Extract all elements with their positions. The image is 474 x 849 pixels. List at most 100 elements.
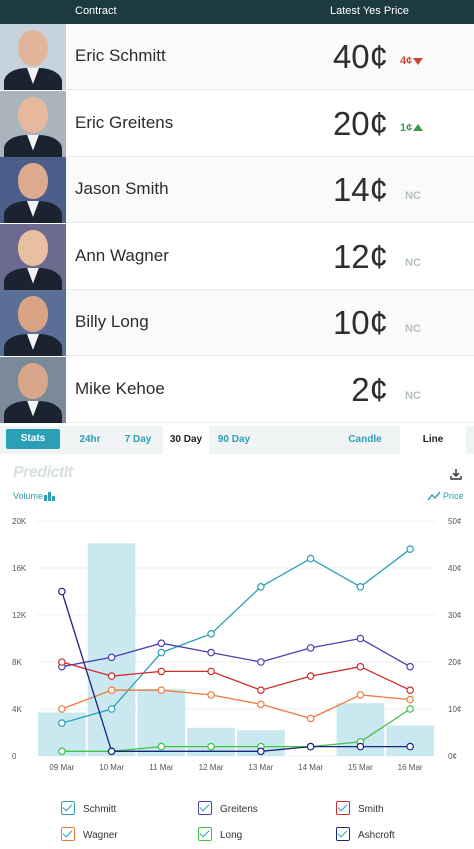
avatar: [0, 290, 66, 356]
data-point: [406, 695, 414, 704]
data-point: [207, 691, 215, 699]
legend-checkbox[interactable]: [198, 827, 212, 841]
volume-axis-label: Volume: [13, 491, 44, 501]
legend-checkbox[interactable]: [61, 827, 75, 841]
data-point: [58, 587, 66, 596]
series-line: [61, 548, 411, 724]
tab-90-day[interactable]: 90 Day: [217, 434, 251, 445]
contract-row[interactable]: Eric Schmitt 40¢ 4¢: [0, 24, 474, 90]
data-point: [406, 686, 414, 695]
price-chart: PredictIt Volume Price 0 4K 8K 12K 16K 20K 0¢ 1…: [0, 456, 474, 776]
x-tick-label: 15 Mar: [348, 763, 373, 772]
legend-checkbox[interactable]: [336, 827, 350, 841]
avatar: [0, 24, 66, 90]
data-point: [157, 686, 166, 695]
volume-tick-label: 12K: [12, 611, 27, 620]
series-line: [61, 637, 411, 668]
series-line: [61, 661, 411, 691]
avatar: [0, 90, 66, 157]
legend-label: Smith: [358, 804, 384, 815]
x-tick-label: 16 Mar: [398, 763, 423, 772]
price-tick-label: 20¢: [448, 658, 461, 667]
avatar: [0, 157, 66, 223]
data-point: [306, 554, 315, 563]
data-point: [157, 648, 166, 657]
tab-7-day[interactable]: 7 Day: [124, 434, 152, 445]
volume-tick-label: 16K: [12, 564, 27, 573]
legend-checkbox[interactable]: [198, 801, 212, 815]
data-point: [257, 700, 265, 709]
x-tick-label: 09 Mar: [49, 763, 74, 772]
contract-row[interactable]: Ann Wagner 12¢ NC: [0, 223, 474, 290]
chart-tabbar: Stats 24hr 7 Day 30 Day 90 Day Candle Li…: [0, 426, 474, 454]
latest-yes-price: 14¢: [332, 171, 388, 208]
volume-tick-label: 8K: [12, 658, 22, 667]
legend-label: Greitens: [220, 804, 258, 815]
contract-row[interactable]: Eric Greitens 20¢ 1¢: [0, 90, 474, 157]
latest-yes-price: 2¢: [351, 370, 388, 408]
price-line-icon: [427, 491, 441, 501]
latest-yes-price: 20¢: [332, 104, 388, 142]
x-tick-label: 12 Mar: [199, 763, 224, 772]
contract-name: Eric Greitens: [75, 112, 174, 132]
legend-label: Ashcroft: [358, 830, 395, 841]
tab-30-day[interactable]: 30 Day: [163, 426, 209, 454]
contract-name: Billy Long: [75, 312, 149, 331]
data-point: [406, 742, 414, 751]
data-point: [257, 583, 265, 591]
volume-bars-icon: [44, 492, 55, 501]
data-point: [306, 742, 315, 751]
tab-candle[interactable]: Candle: [348, 434, 382, 445]
data-point: [257, 747, 265, 756]
data-point: [356, 691, 365, 699]
data-point: [406, 662, 414, 671]
data-point: [157, 667, 166, 676]
stats-button[interactable]: Stats: [6, 429, 60, 449]
chart-legend: Schmitt Greitens Smith Wagner Long Ashcroft: [0, 790, 474, 849]
x-tick-label: 10 Mar: [99, 763, 124, 772]
data-point: [107, 747, 116, 756]
contract-row[interactable]: Jason Smith 14¢ NC: [0, 157, 474, 223]
data-point: [356, 662, 365, 671]
data-point: [58, 658, 66, 666]
x-tick-label: 14 Mar: [298, 763, 323, 772]
chart-canvas: 0 4K 8K 12K 16K 20K 0¢ 10¢ 20¢ 30¢ 40¢ 50¢ 09 Mar 10 …: [12, 517, 461, 772]
tab-24hr[interactable]: 24hr: [79, 434, 101, 445]
data-point: [257, 686, 265, 695]
data-point: [207, 630, 215, 638]
data-point: [157, 639, 166, 648]
legend-label: Long: [220, 830, 243, 841]
price-tick-label: 0¢: [448, 752, 457, 761]
data-point: [107, 672, 116, 680]
data-point: [157, 742, 166, 751]
volume-bar: [87, 543, 136, 756]
data-point: [306, 714, 315, 723]
latest-yes-price: 10¢: [332, 304, 388, 341]
data-point: [257, 658, 265, 666]
price-change: NC: [405, 256, 421, 269]
legend-label: Schmitt: [83, 804, 117, 815]
price-column-header: Latest Yes Price: [330, 5, 409, 17]
legend-checkbox[interactable]: [61, 801, 75, 815]
data-point: [406, 545, 414, 554]
avatar: [0, 223, 66, 290]
latest-yes-price: 40¢: [332, 38, 388, 75]
volume-bar: [386, 725, 434, 756]
contract-row[interactable]: Mike Kehoe 2¢ NC: [0, 356, 474, 423]
contract-row[interactable]: Billy Long 10¢ NC: [0, 290, 474, 356]
download-icon[interactable]: [450, 468, 462, 480]
arrow-down-icon: [413, 58, 424, 65]
price-change: 4¢: [400, 55, 424, 67]
series-line: [61, 689, 411, 720]
data-point: [356, 583, 365, 591]
series-line: [61, 591, 411, 752]
data-point: [306, 644, 315, 652]
legend-checkbox[interactable]: [336, 801, 350, 815]
price-tick-label: 40¢: [448, 564, 461, 573]
price-change: NC: [405, 190, 421, 202]
contract-name: Ann Wagner: [75, 245, 169, 265]
contract-name: Eric Schmitt: [75, 46, 166, 65]
avatar: [0, 356, 66, 423]
volume-tick-label: 20K: [12, 517, 27, 526]
tab-line[interactable]: Line: [400, 426, 466, 454]
